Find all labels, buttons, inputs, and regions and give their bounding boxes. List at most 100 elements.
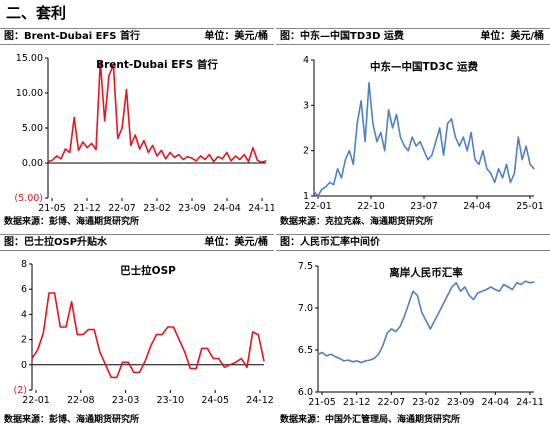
data-source: 数据来源：彭博、海通期货研究所 [4,217,140,227]
data-point [392,127,394,129]
data-point [364,141,366,143]
chart-td3c-freight: 4 3 2 122-01 22-10 23-07 24-04 25-01 中东—中国TD3C 运… [303,55,544,212]
data-point [178,339,180,341]
x-tick-label: 24-11 [248,203,274,214]
data-point [252,331,254,333]
chart-basrah-osp: 8 6 4 2 0 (2)22-01 22-08 23-03 23-10 24-05 24-12 巴士… [14,259,274,406]
data-point [206,347,208,349]
data-point [31,357,33,360]
y-tick-label: 6.0 [298,387,313,398]
data-point [344,159,346,161]
data-point [521,159,523,161]
x-tick-label: 23-09 [178,203,206,214]
x-tick-label: 22-07 [108,203,136,214]
data-point [454,136,456,138]
x-tick-label: 23-02 [412,397,440,408]
y-tick-label: 15.00 [16,53,43,64]
data-point [373,357,375,359]
y-tick-label: 2 [21,335,27,346]
chart-title: 中东—中国TD3C 运费 [370,60,479,73]
data-point [470,131,472,134]
data-point [130,144,132,147]
data-point [442,303,444,305]
y-tick-label: 7.5 [298,261,313,272]
data-point [240,357,242,360]
data-point [156,155,158,157]
data-point [184,351,186,353]
data-point [482,150,484,152]
data-point [239,158,241,161]
y-tick-label: 8 [21,259,27,270]
data-point [337,168,339,170]
chart-rmb-rate: 7.5 7.0 6.5 6.021-05 21-12 22-07 23-02 23-09 24-… [298,261,544,408]
data-point [212,357,214,360]
data-point [91,142,93,144]
data-point [195,368,197,370]
data-point [263,360,265,362]
data-point [464,286,466,288]
chart-brent-dubai: 15.00 10.00 5.00 0.00 (5.00)21-05 21-12 22-07 2… [14,53,274,214]
data-source: 数据来源：克拉克森、海通期货研究所 [280,217,434,227]
y-tick-label: 7.0 [298,303,313,314]
x-tick-label: 24-12 [246,395,274,406]
data-point [525,145,527,147]
data-point [257,334,259,336]
data-point [105,364,107,366]
y-tick-label: 6 [21,284,27,295]
data-point [369,359,371,361]
y-tick-label: 6.5 [298,345,313,356]
data-point [360,362,362,364]
y-tick-label: 1 [303,191,309,202]
data-point [384,150,386,152]
data-point [167,326,169,328]
data-point [516,282,518,284]
data-point [256,159,258,161]
data-point [252,147,254,149]
x-tick-label: 22-10 [357,201,385,212]
x-tick-label: 23-03 [112,395,140,406]
x-tick-label: 21-05 [38,203,66,214]
data-point [388,109,390,111]
panel-unit: 单位：美元/桶 [204,31,268,42]
data-point [419,141,421,143]
data-point [352,361,354,363]
data-point [200,155,202,157]
data-point [317,353,319,355]
data-point [443,154,445,156]
data-point [529,163,531,165]
data-point [403,145,405,147]
chart-title: Brent-Dubai EFS 首行 [96,58,218,71]
data-point [65,326,67,328]
data-point [191,157,193,159]
data-point [138,371,141,373]
x-tick-label: 24-04 [213,203,241,214]
data-point [356,122,358,125]
data-point [243,154,245,156]
data-point [382,345,384,347]
data-point [360,100,362,102]
data-point [321,351,323,354]
data-point [421,311,423,313]
series-line [31,292,265,379]
data-point [468,294,470,296]
x-tick-label: 22-01 [22,395,50,406]
chart-title: 巴士拉OSP [120,264,176,277]
data-point [466,150,468,152]
x-tick-label: 24-04 [463,201,491,212]
panel-title: 图：中东—中国TD3D 运费 [280,31,404,42]
data-point [117,137,119,140]
data-point [352,163,354,165]
data-point [246,366,248,368]
x-tick-label: 23-09 [447,397,475,408]
data-point [376,141,378,143]
x-tick-label: 21-12 [343,397,371,408]
data-point [208,154,210,156]
series-line [47,60,267,164]
data-point [77,149,80,151]
data-point [213,161,215,163]
y-tick-label: 5.00 [22,123,43,134]
data-point [161,334,163,336]
data-point [223,366,225,368]
data-point [178,154,180,156]
data-point [507,286,509,288]
